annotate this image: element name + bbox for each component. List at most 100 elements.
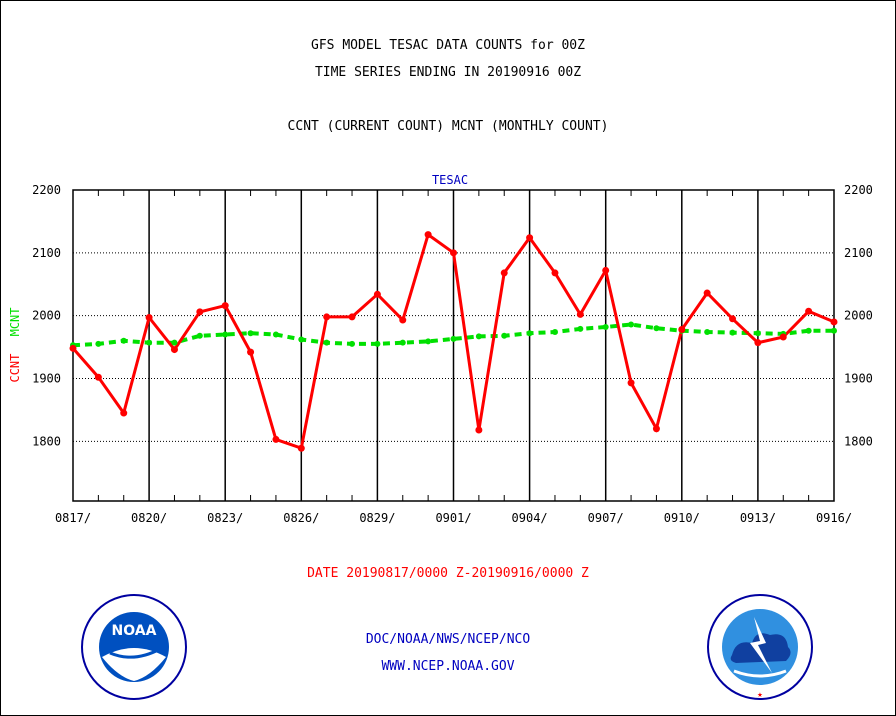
point-ccnt — [170, 346, 178, 354]
point-mcnt — [526, 330, 533, 337]
point-ccnt — [754, 339, 762, 347]
y-tick-label-right: 1900 — [844, 371, 873, 385]
point-ccnt — [120, 409, 128, 417]
point-ccnt — [652, 425, 660, 433]
point-mcnt — [374, 340, 381, 347]
point-mcnt — [450, 335, 457, 342]
point-mcnt — [425, 338, 432, 345]
date-range: DATE 20190817/0000 Z-20190916/0000 Z — [307, 566, 589, 581]
point-mcnt — [349, 340, 356, 347]
point-ccnt — [450, 249, 457, 257]
y-tick-label-left: 1800 — [32, 434, 61, 448]
point-ccnt — [526, 234, 534, 242]
point-mcnt — [196, 332, 203, 339]
point-ccnt — [627, 379, 635, 387]
point-mcnt — [323, 339, 330, 346]
point-ccnt — [247, 348, 255, 356]
point-mcnt — [298, 336, 305, 343]
point-mcnt — [704, 328, 711, 335]
point-mcnt — [95, 340, 102, 347]
point-mcnt — [146, 339, 153, 346]
point-ccnt — [399, 316, 407, 324]
y-axis-label-ccnt: CCNT — [8, 354, 22, 383]
point-ccnt — [348, 313, 356, 321]
x-tick-label: 0913/ — [740, 511, 776, 525]
point-ccnt — [551, 269, 559, 277]
y-tick-label-right: 2100 — [844, 246, 873, 260]
point-ccnt — [424, 231, 432, 239]
svg-text:CCNT MCNT: CCNT MCNT — [8, 307, 22, 382]
point-mcnt — [754, 330, 761, 337]
noaa-logo-text: NOAA — [112, 623, 157, 639]
y-tick-labels: 1800 1800 1900 1900 2000 2000 2100 2100 2200 2200 — [32, 183, 873, 448]
x-tick-label: 0901/ — [435, 511, 471, 525]
point-ccnt — [145, 314, 153, 322]
footer-line-2: WWW.NCEP.NOAA.GOV — [381, 659, 515, 674]
point-ccnt — [500, 269, 508, 277]
point-mcnt — [628, 321, 635, 328]
footer-line-1: DOC/NOAA/NWS/NCEP/NCO — [365, 632, 531, 647]
point-mcnt — [222, 331, 229, 338]
point-ccnt — [69, 344, 77, 352]
y-tick-label-left: 1900 — [32, 371, 61, 385]
point-mcnt — [831, 327, 837, 334]
point-mcnt — [475, 333, 482, 340]
title-line-1: GFS MODEL TESAC DATA COUNTS for 00Z — [311, 38, 585, 53]
x-tick-label: 0823/ — [207, 511, 243, 525]
point-mcnt — [171, 339, 178, 346]
point-ccnt — [602, 266, 610, 274]
x-tick-label: 0829/ — [359, 511, 395, 525]
x-tick-label: 0826/ — [283, 511, 319, 525]
point-mcnt — [399, 339, 406, 346]
point-ccnt — [297, 444, 305, 452]
point-mcnt — [551, 328, 558, 335]
point-ccnt — [475, 426, 483, 434]
x-tick-label: 0820/ — [131, 511, 167, 525]
x-tick-label: 0910/ — [664, 511, 700, 525]
x-tick-label: 0907/ — [588, 511, 624, 525]
y-tick-label-right: 1800 — [844, 434, 873, 448]
point-mcnt — [272, 331, 279, 338]
title-line-2: TIME SERIES ENDING IN 20190916 00Z — [314, 65, 582, 80]
point-mcnt — [577, 325, 584, 332]
point-ccnt — [729, 315, 737, 323]
point-mcnt — [653, 325, 660, 332]
series-points — [69, 231, 838, 452]
x-tick-label: 0904/ — [512, 511, 548, 525]
point-ccnt — [576, 310, 584, 318]
point-ccnt — [678, 325, 686, 333]
y-tick-label-right: 2000 — [844, 309, 873, 323]
x-tick-label: 0916/ — [816, 511, 852, 525]
chart-subtitle: CCNT (CURRENT COUNT) MCNT (MONTHLY COUNT… — [287, 119, 609, 134]
point-mcnt — [805, 327, 812, 334]
nws-logo-star: ★ — [757, 690, 763, 700]
y-tick-label-right: 2200 — [844, 183, 873, 197]
point-mcnt — [120, 337, 127, 344]
grid — [72, 189, 835, 502]
point-mcnt — [501, 332, 508, 339]
nws-logo: ★ — [707, 594, 813, 700]
point-ccnt — [830, 318, 838, 326]
point-ccnt — [196, 308, 204, 316]
point-ccnt — [703, 289, 711, 297]
x-tick-label: 0817/ — [55, 511, 91, 525]
point-ccnt — [221, 302, 229, 310]
x-tick-labels: 0817/0820/0823/0826/0829/0901/0904/0907/… — [55, 511, 852, 525]
point-mcnt — [729, 329, 736, 336]
point-ccnt — [779, 333, 787, 341]
y-tick-label-left: 2100 — [32, 246, 61, 260]
point-ccnt — [805, 307, 813, 315]
y-axis-label: CCNT MCNT — [8, 307, 22, 382]
noaa-logo: NOAA — [81, 594, 187, 700]
point-ccnt — [323, 313, 331, 321]
chart-title: TESAC — [432, 173, 468, 187]
y-tick-label-left: 2200 — [32, 183, 61, 197]
point-ccnt — [373, 290, 381, 298]
point-ccnt — [94, 373, 102, 381]
y-tick-label-left: 2000 — [32, 309, 61, 323]
point-mcnt — [247, 330, 254, 337]
point-ccnt — [272, 435, 280, 443]
y-axis-label-mcnt: MCNT — [8, 307, 22, 336]
